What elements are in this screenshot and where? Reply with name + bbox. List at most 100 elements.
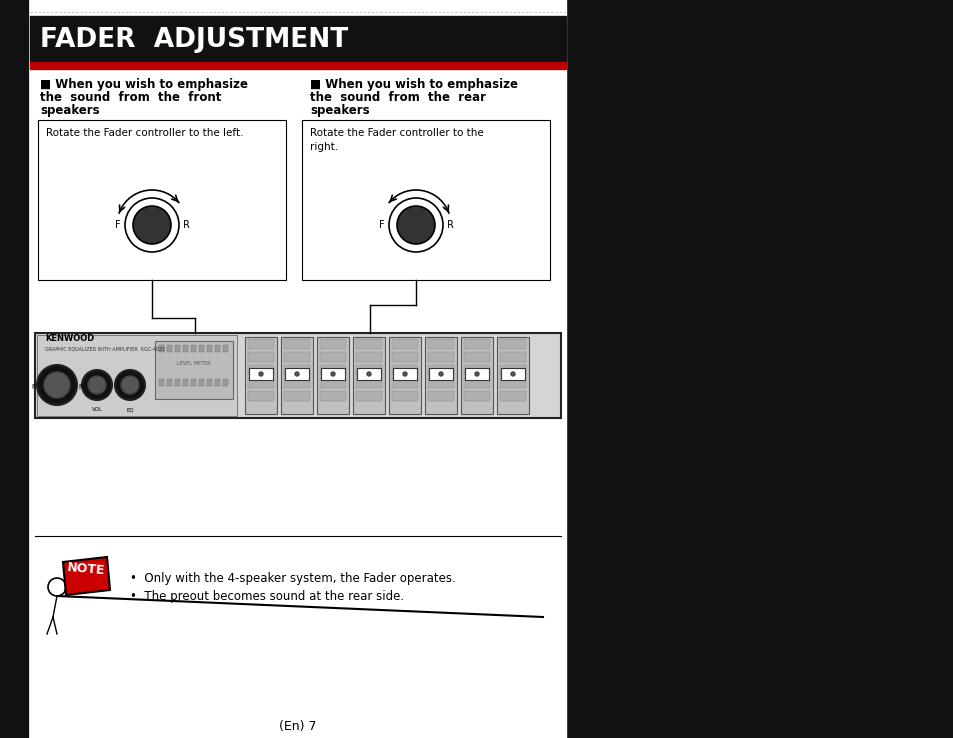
Bar — [429, 368, 453, 380]
Bar — [30, 16, 565, 62]
Text: F: F — [115, 220, 121, 230]
Text: R: R — [447, 220, 454, 230]
Circle shape — [48, 578, 66, 596]
Bar — [207, 345, 212, 352]
Bar — [463, 391, 490, 401]
Bar — [207, 379, 212, 386]
Bar — [355, 352, 381, 362]
Bar — [319, 352, 346, 362]
Bar — [463, 378, 490, 388]
Bar — [392, 391, 417, 401]
Bar — [245, 337, 276, 414]
Text: FADER  ADJUSTMENT: FADER ADJUSTMENT — [40, 27, 348, 53]
Bar — [302, 120, 550, 280]
Circle shape — [402, 372, 407, 376]
Circle shape — [132, 206, 171, 244]
Bar — [392, 352, 417, 362]
Bar — [464, 368, 489, 380]
Bar — [174, 379, 180, 386]
Text: GRAPHIC EQUALIZER WITH AMPLIFIER  KGC-4032: GRAPHIC EQUALIZER WITH AMPLIFIER KGC-403… — [45, 346, 165, 351]
Bar — [0, 0, 28, 738]
Text: EQ: EQ — [126, 407, 133, 412]
Circle shape — [258, 372, 263, 376]
Bar — [223, 345, 228, 352]
Circle shape — [125, 198, 179, 252]
Circle shape — [44, 372, 70, 398]
Circle shape — [82, 370, 112, 400]
Bar — [389, 337, 420, 414]
Text: •  Only with the 4-speaker system, the Fader operates.: • Only with the 4-speaker system, the Fa… — [130, 572, 456, 585]
Bar — [353, 337, 385, 414]
Bar — [319, 339, 346, 349]
Circle shape — [438, 372, 442, 376]
Bar — [463, 339, 490, 349]
Bar — [463, 365, 490, 375]
Bar — [316, 337, 349, 414]
Bar — [281, 337, 313, 414]
Circle shape — [396, 206, 435, 244]
Bar — [248, 365, 274, 375]
Text: Rotate the Fader controller to the: Rotate the Fader controller to the — [310, 128, 483, 138]
Bar — [355, 365, 381, 375]
Bar — [463, 352, 490, 362]
Bar — [428, 365, 454, 375]
Bar — [500, 368, 524, 380]
Polygon shape — [63, 557, 110, 595]
Circle shape — [121, 376, 139, 394]
Bar — [223, 379, 228, 386]
Circle shape — [294, 372, 298, 376]
Text: R: R — [78, 384, 83, 390]
Text: R: R — [183, 220, 190, 230]
Circle shape — [88, 376, 106, 394]
Bar — [37, 335, 236, 416]
Bar — [248, 352, 274, 362]
Bar — [356, 368, 380, 380]
Bar — [319, 378, 346, 388]
Text: KENWOOD: KENWOOD — [45, 334, 94, 343]
Bar — [428, 378, 454, 388]
Bar — [191, 379, 195, 386]
Bar — [392, 365, 417, 375]
Text: the  sound  from  the  front: the sound from the front — [40, 91, 221, 104]
Text: ■ When you wish to emphasize: ■ When you wish to emphasize — [310, 78, 517, 91]
Bar — [320, 368, 345, 380]
Bar — [319, 365, 346, 375]
Bar — [499, 391, 525, 401]
Bar — [167, 379, 172, 386]
Bar — [428, 352, 454, 362]
Circle shape — [37, 365, 77, 405]
Bar — [392, 339, 417, 349]
Text: speakers: speakers — [310, 104, 369, 117]
Text: speakers: speakers — [40, 104, 99, 117]
Bar — [355, 391, 381, 401]
Circle shape — [367, 372, 371, 376]
Circle shape — [115, 370, 145, 400]
Bar — [284, 391, 310, 401]
Text: (En) 7: (En) 7 — [279, 720, 316, 733]
Bar — [428, 391, 454, 401]
Bar — [319, 391, 346, 401]
Bar — [35, 333, 560, 418]
Bar — [499, 378, 525, 388]
Bar — [499, 365, 525, 375]
Bar — [499, 339, 525, 349]
Circle shape — [389, 198, 442, 252]
Bar — [460, 337, 493, 414]
Bar — [248, 378, 274, 388]
Bar — [392, 378, 417, 388]
Bar — [214, 345, 220, 352]
Bar — [565, 0, 953, 738]
Bar — [284, 352, 310, 362]
Text: •  The preout becomes sound at the rear side.: • The preout becomes sound at the rear s… — [130, 590, 404, 603]
Bar — [248, 339, 274, 349]
Bar — [30, 62, 565, 69]
Bar — [183, 379, 188, 386]
Bar — [38, 120, 286, 280]
Bar — [393, 368, 416, 380]
Bar — [183, 345, 188, 352]
Bar — [159, 379, 164, 386]
Bar — [167, 345, 172, 352]
Bar — [285, 368, 309, 380]
Text: F: F — [379, 220, 385, 230]
Text: NOTE: NOTE — [67, 561, 106, 577]
